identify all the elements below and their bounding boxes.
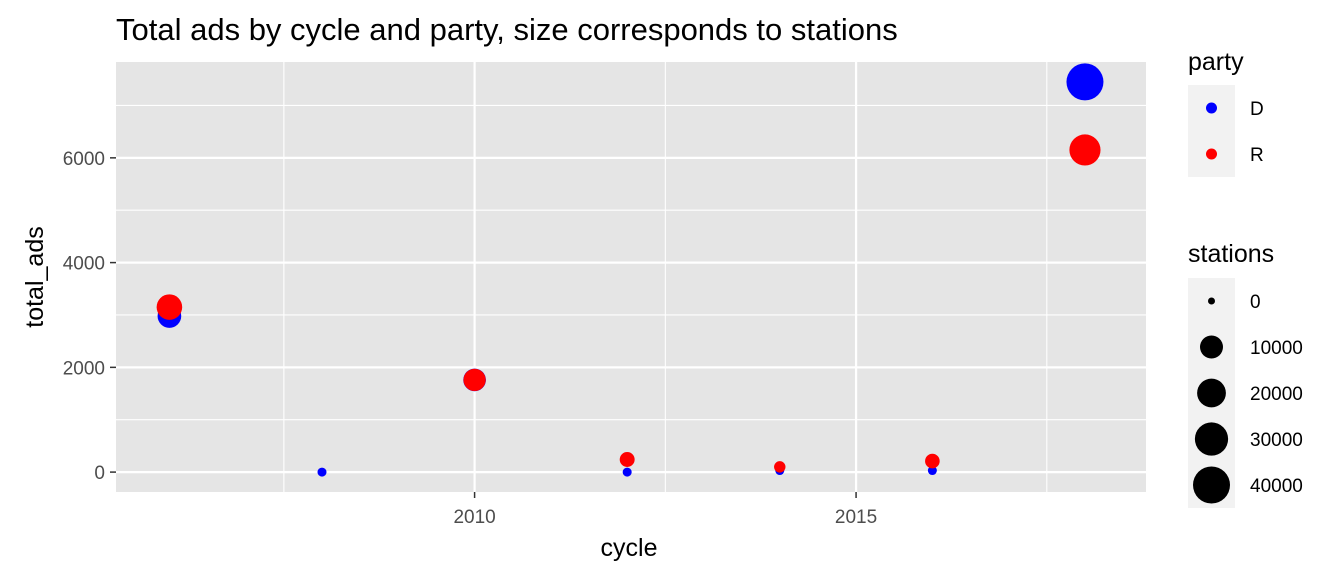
data-point-D xyxy=(317,467,327,477)
data-point-R xyxy=(925,453,940,469)
y-tick-label: 2000 xyxy=(63,358,105,379)
panel-background xyxy=(116,62,1146,492)
legend-stations-swatch xyxy=(1200,335,1223,359)
data-point-D xyxy=(1066,63,1104,101)
y-tick-label: 6000 xyxy=(63,149,105,170)
data-point-R xyxy=(774,461,786,473)
plot-panel xyxy=(116,62,1146,492)
legend-party-key-background xyxy=(1188,85,1235,177)
legend-party-swatch xyxy=(1206,148,1217,160)
legend-stations: stations 0 10000 20000 30000 40000 xyxy=(1188,240,1303,508)
legend-party-label: D xyxy=(1250,99,1264,120)
legend-party-swatch xyxy=(1206,102,1217,114)
y-axis-title: total_ads xyxy=(21,226,49,327)
legend-stations-title: stations xyxy=(1188,240,1274,268)
y-tick-label: 4000 xyxy=(63,254,105,275)
x-tick-label: 2015 xyxy=(835,507,877,528)
legend-stations-swatch xyxy=(1193,466,1230,504)
legend-party-title: party xyxy=(1188,48,1244,76)
legend-stations-swatch xyxy=(1208,297,1215,305)
legend-party: party D R xyxy=(1188,48,1264,177)
x-axis-title: cycle xyxy=(601,534,658,562)
data-point-R xyxy=(619,452,635,467)
legend-party-label: R xyxy=(1250,145,1264,166)
data-points xyxy=(156,63,1104,477)
legend-stations-swatch xyxy=(1197,378,1226,408)
data-point-D xyxy=(927,466,937,476)
data-point-R xyxy=(156,294,183,320)
legend-stations-label: 10000 xyxy=(1250,338,1303,359)
axes: 2010 2015 0 2000 4000 6000 xyxy=(63,149,877,528)
data-point-D xyxy=(622,467,632,477)
y-tick-label: 0 xyxy=(94,463,105,484)
x-tick-label: 2010 xyxy=(453,507,495,528)
legend-stations-label: 0 xyxy=(1250,292,1261,313)
data-point-R xyxy=(1069,134,1101,166)
legend-stations-label: 40000 xyxy=(1250,476,1303,497)
legend-stations-label: 20000 xyxy=(1250,384,1303,405)
legend-stations-label: 30000 xyxy=(1250,430,1303,451)
legend-stations-swatch xyxy=(1194,422,1229,456)
chart-title: Total ads by cycle and party, size corre… xyxy=(116,12,898,47)
data-point-R xyxy=(463,368,486,392)
